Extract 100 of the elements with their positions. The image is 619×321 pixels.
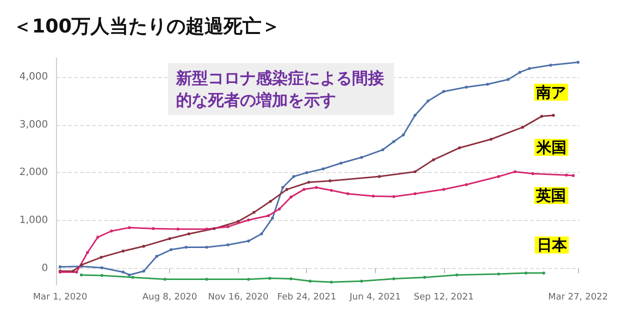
annotation: 新型コロナ感染症による間接的な死者の増加を示す — [175, 68, 384, 110]
point — [122, 270, 125, 274]
point — [392, 140, 396, 144]
point — [270, 216, 274, 220]
point — [549, 64, 552, 67]
point — [381, 148, 384, 152]
point — [464, 183, 468, 186]
point — [524, 272, 528, 275]
point — [226, 243, 230, 246]
point — [176, 228, 180, 231]
point — [155, 254, 158, 258]
point — [322, 167, 325, 170]
point — [392, 195, 396, 198]
y-tick-label: 0 — [42, 262, 48, 274]
point — [205, 278, 208, 281]
point — [100, 266, 104, 270]
point — [302, 188, 306, 191]
point — [289, 277, 292, 280]
x-tick-label: Aug 8, 2020 — [142, 292, 198, 302]
point — [490, 138, 493, 141]
point — [506, 78, 510, 82]
point — [289, 196, 292, 199]
y-tick-label: 1,000 — [19, 214, 48, 226]
point — [521, 126, 524, 129]
point — [442, 90, 446, 93]
point — [285, 188, 288, 191]
point — [96, 236, 100, 239]
point — [458, 146, 462, 150]
point — [540, 114, 544, 118]
point — [360, 156, 364, 159]
point — [260, 232, 264, 236]
point — [163, 278, 166, 281]
point — [72, 270, 75, 273]
point — [236, 220, 240, 223]
point — [423, 276, 426, 279]
point — [212, 227, 216, 230]
x-tick-label: Feb 24, 2021 — [277, 292, 336, 302]
point — [187, 232, 190, 236]
x-tick-label: Mar 27, 2022 — [548, 292, 608, 302]
point — [392, 277, 396, 280]
point — [464, 86, 468, 89]
point — [552, 114, 555, 117]
point — [486, 82, 490, 86]
point — [152, 227, 155, 230]
point — [75, 270, 78, 274]
point — [402, 133, 405, 136]
point — [455, 273, 458, 276]
point — [432, 158, 435, 162]
point — [128, 273, 131, 276]
point — [205, 246, 208, 249]
line-series — [58, 170, 575, 274]
point — [576, 60, 580, 64]
point — [122, 250, 125, 253]
series-label: 日本 — [536, 236, 568, 254]
point — [330, 188, 333, 192]
x-tick-label: Mar 1, 2020 — [33, 292, 88, 302]
point — [564, 174, 568, 177]
point — [413, 192, 416, 196]
point — [442, 188, 446, 191]
y-tick-label: 4,000 — [19, 72, 48, 83]
point — [266, 214, 270, 218]
x-tick-label: Jun 4, 2021 — [348, 292, 401, 302]
point — [100, 256, 103, 259]
x-tick-label: Sep 12, 2021 — [414, 292, 474, 302]
point — [307, 180, 310, 184]
point — [330, 280, 333, 284]
series-label: 米国 — [535, 138, 566, 156]
point — [278, 208, 281, 211]
point — [247, 278, 250, 281]
point — [80, 273, 83, 276]
point — [226, 225, 230, 228]
point — [292, 175, 296, 178]
point — [142, 270, 146, 273]
point — [360, 280, 364, 283]
chart-title: ＜100万人当たりの超過死亡＞ — [13, 16, 281, 38]
y-tick-label: 3,000 — [19, 119, 48, 130]
point — [531, 172, 534, 176]
point — [542, 272, 546, 275]
x-tick-label: Nov 16, 2020 — [208, 292, 269, 302]
point — [514, 170, 517, 174]
point — [518, 70, 522, 74]
point — [281, 186, 284, 190]
y-tick-label: 2,000 — [19, 167, 48, 178]
point — [528, 67, 531, 70]
series-label: 英国 — [535, 186, 566, 205]
point — [168, 237, 172, 240]
point — [252, 210, 256, 214]
point — [100, 274, 104, 277]
line-series — [80, 272, 546, 284]
point — [128, 226, 131, 230]
point — [170, 248, 173, 252]
point — [328, 179, 332, 182]
point — [572, 174, 575, 178]
point — [268, 200, 272, 203]
point — [372, 194, 375, 198]
point — [205, 228, 208, 231]
point — [142, 244, 146, 248]
point — [340, 162, 342, 165]
point — [413, 114, 416, 117]
point — [413, 170, 416, 174]
